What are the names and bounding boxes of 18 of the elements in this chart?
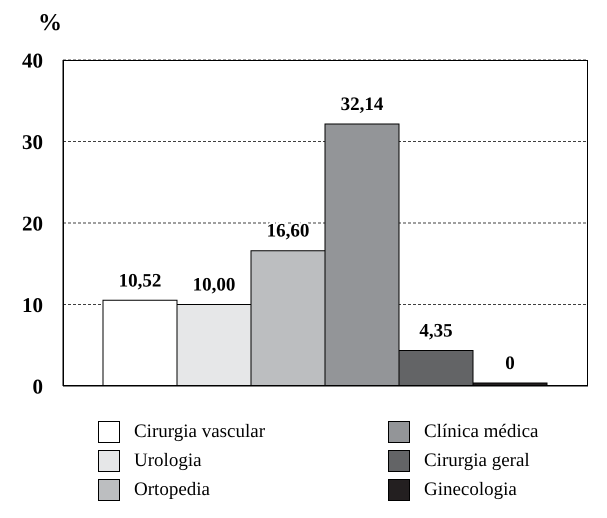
y-tick-label: 10: [22, 292, 43, 317]
data-label: 16,60: [266, 220, 310, 242]
data-label: 10,52: [118, 270, 162, 292]
data-label: 32,14: [340, 94, 384, 116]
data-label: 10,00: [192, 274, 236, 296]
data-label: 0: [505, 353, 515, 374]
legend-label: Clínica médica: [424, 420, 538, 442]
y-tick-label: 0: [32, 374, 43, 398]
legend-label: Ginecologia: [424, 478, 517, 500]
legend-label: Cirurgia vascular: [134, 420, 266, 442]
y-tick-label: 30: [22, 130, 43, 154]
legend-label: Cirurgia geral: [424, 450, 530, 472]
legend-label: Ortopedia: [134, 478, 210, 500]
y-axis-title: %: [38, 10, 62, 37]
legend-label: Urologia: [134, 450, 202, 472]
y-tick-label: 40: [22, 48, 43, 72]
data-label: 4,35: [419, 320, 453, 342]
y-tick-label: 20: [22, 211, 43, 236]
